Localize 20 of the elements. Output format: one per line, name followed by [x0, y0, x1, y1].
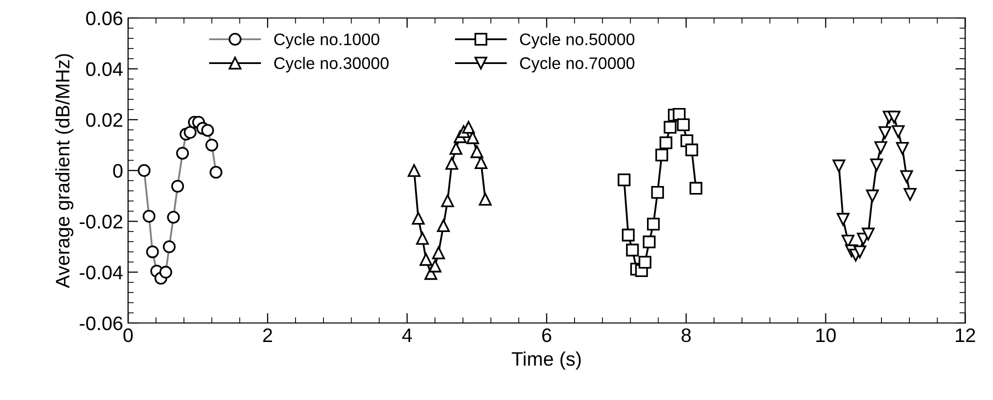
- x-tick-label: 12: [956, 328, 976, 342]
- x-tick-label: 4: [402, 328, 412, 342]
- y-tick-label: -0.02: [80, 214, 122, 229]
- y-axis-title: Average gradient (dB/MHz): [55, 54, 74, 288]
- y-tick-label: 0.06: [86, 11, 122, 26]
- y-tick-label: 0.04: [86, 62, 123, 76]
- legend-label: Cycle no.30000: [274, 56, 389, 72]
- y-tick-label: 0.02: [86, 113, 122, 127]
- legend-label: Cycle no.1000: [274, 33, 380, 49]
- x-tick-label: 8: [682, 328, 691, 342]
- legend-label: Cycle no.70000: [520, 56, 634, 72]
- y-tick-label: 0: [113, 164, 122, 178]
- x-tick-label: 10: [816, 328, 836, 342]
- x-tick-label: 6: [542, 328, 552, 342]
- x-tick-label: 2: [263, 328, 272, 342]
- y-tick-label: -0.04: [80, 266, 123, 280]
- y-tick-label: -0.06: [80, 316, 122, 330]
- x-tick-label: 0: [123, 328, 133, 342]
- legend-label: Cycle no.50000: [520, 33, 634, 49]
- x-axis-title: Time (s): [512, 352, 581, 370]
